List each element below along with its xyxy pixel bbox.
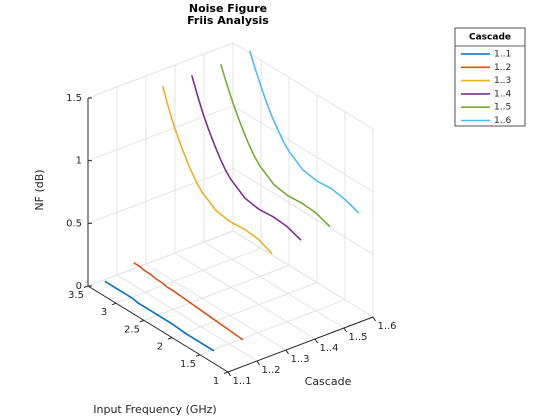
- y-tick: [285, 349, 289, 355]
- series-line: [104, 280, 215, 352]
- y-tick-label: 1..5: [348, 332, 367, 343]
- x-axis-label: Input Frequency (GHz): [93, 403, 216, 416]
- x-tick-label: 2: [157, 342, 163, 353]
- x-tick-label: 3.5: [68, 290, 84, 301]
- legend: Cascade 1..1 1..2 1..3 1..4 1..5 1..6: [454, 27, 526, 127]
- x-tick: [83, 285, 89, 288]
- grid-line: [87, 167, 234, 224]
- legend-label: 1..2: [494, 63, 511, 73]
- y-tick: [372, 316, 376, 322]
- z-tick-label: 1: [76, 156, 82, 167]
- y-axis-label: Cascade: [305, 375, 352, 388]
- y-tick-label: 1..2: [261, 365, 280, 376]
- y-axis: [227, 316, 374, 373]
- y-tick-label: 1..3: [290, 354, 309, 365]
- y-tick: [227, 371, 231, 377]
- grid-line: [116, 274, 258, 362]
- grid-line: [115, 247, 262, 304]
- y-tick: [256, 360, 260, 366]
- grid-line: [232, 167, 374, 255]
- legend-label: 1..3: [494, 76, 511, 86]
- z-axis-label: NF (dB): [33, 169, 46, 210]
- x-tick: [195, 354, 201, 357]
- y-tick-label: 1..1: [232, 376, 251, 387]
- x-tick-label: 1: [213, 376, 219, 387]
- plot-box: 1 1.5 2 2.5 3 3.5 1..1 1..2 1..3 1..4 1..5 1..6 0 0.5…: [66, 42, 397, 387]
- legend-label: 1..6: [494, 116, 511, 126]
- grid-line: [87, 42, 234, 99]
- x-tick-label: 2.5: [124, 324, 140, 335]
- z-tick-label: 1.5: [66, 93, 82, 104]
- chart-title: Noise Figure: [189, 2, 267, 15]
- series-line: [133, 262, 244, 341]
- series-line: [249, 50, 360, 214]
- x-axis: [87, 285, 229, 373]
- x-tick-label: 1.5: [180, 359, 196, 370]
- y-tick-label: 1..4: [319, 343, 338, 354]
- legend-label: 1..1: [494, 50, 511, 60]
- grid-line: [203, 241, 345, 329]
- z-tick-label: 0: [76, 281, 82, 292]
- y-tick: [343, 327, 347, 333]
- x-tick-label: 3: [101, 307, 107, 318]
- legend-label: 1..5: [494, 103, 511, 113]
- grid-line: [87, 105, 234, 162]
- z-tick-label: 0.5: [66, 218, 82, 229]
- series-line: [162, 86, 273, 255]
- grid-line: [87, 230, 234, 287]
- chart-title: Friis Analysis: [187, 14, 269, 27]
- grid-line: [232, 230, 374, 318]
- grid-line: [145, 263, 287, 351]
- x-tick: [111, 302, 117, 306]
- y-tick: [314, 338, 318, 344]
- y-tick-label: 1..6: [377, 321, 396, 332]
- series-line: [191, 75, 302, 241]
- x-tick: [167, 337, 173, 340]
- grid-line: [232, 42, 374, 130]
- grid-line: [232, 105, 374, 193]
- grid-line: [199, 299, 346, 356]
- x-tick: [139, 319, 145, 323]
- legend-box: [454, 27, 526, 127]
- x-tick: [223, 371, 229, 374]
- grid-line: [174, 252, 316, 340]
- grid-line: [171, 282, 318, 339]
- legend-title: Cascade: [469, 33, 511, 43]
- legend-label: 1..4: [494, 89, 511, 99]
- grid-line: [143, 264, 290, 321]
- series-line: [220, 64, 331, 228]
- plot-lines: [104, 50, 360, 352]
